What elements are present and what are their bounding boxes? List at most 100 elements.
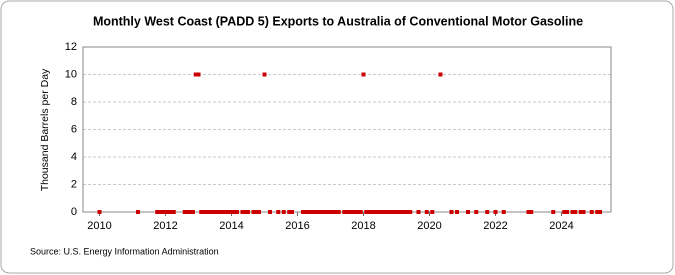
point — [163, 210, 168, 214]
point — [190, 210, 195, 214]
x-tick-label: 2016 — [285, 220, 309, 232]
y-tick-label: 12 — [65, 41, 77, 53]
point — [589, 210, 594, 214]
point — [136, 210, 141, 214]
point — [202, 210, 207, 214]
x-tick-label: 2022 — [483, 220, 507, 232]
point — [207, 210, 212, 214]
point — [391, 210, 396, 214]
point — [287, 210, 292, 214]
point — [325, 210, 330, 214]
point — [317, 210, 322, 214]
y-axis-label: Thousand Barrels per Day — [39, 68, 51, 191]
point — [551, 210, 556, 214]
point — [331, 210, 336, 214]
x-tick-label: 2012 — [153, 220, 177, 232]
point — [375, 210, 380, 214]
point — [193, 72, 198, 77]
point — [416, 210, 421, 214]
point — [229, 210, 234, 214]
plot-border — [82, 46, 612, 213]
point — [405, 210, 410, 214]
point — [157, 210, 162, 214]
point — [199, 210, 204, 214]
point — [97, 210, 102, 214]
point — [223, 210, 228, 214]
point — [380, 210, 385, 214]
point — [529, 210, 534, 214]
y-tick-label: 0 — [71, 206, 77, 218]
point — [449, 210, 454, 214]
point — [383, 210, 388, 214]
point — [347, 210, 352, 214]
point — [388, 210, 393, 214]
point — [232, 210, 237, 214]
point — [485, 210, 490, 214]
point — [408, 210, 413, 214]
point — [573, 210, 578, 214]
point — [367, 210, 372, 214]
point — [166, 210, 171, 214]
point — [345, 210, 349, 214]
point — [358, 210, 363, 214]
point — [276, 210, 281, 214]
point — [196, 72, 201, 77]
point — [526, 210, 531, 214]
x-tick-label: 2020 — [417, 220, 441, 232]
point — [397, 210, 402, 214]
point — [218, 210, 223, 214]
point — [221, 210, 226, 214]
point — [185, 210, 190, 214]
point — [474, 210, 479, 214]
point — [454, 210, 459, 214]
point — [268, 210, 273, 214]
point — [361, 72, 366, 77]
point — [246, 210, 250, 214]
point — [256, 210, 261, 214]
point — [243, 210, 248, 214]
point — [160, 210, 165, 214]
point — [210, 210, 215, 214]
point — [254, 210, 259, 214]
point — [353, 210, 358, 214]
point — [424, 210, 429, 214]
point — [320, 210, 325, 214]
point — [595, 210, 600, 214]
point — [188, 210, 193, 214]
point — [565, 210, 570, 214]
point — [306, 210, 311, 214]
point — [562, 210, 567, 214]
y-tick-label: 4 — [71, 151, 77, 163]
point — [314, 210, 319, 214]
y-tick-label: 6 — [71, 123, 77, 135]
point — [336, 210, 341, 214]
point — [289, 210, 294, 214]
point — [215, 210, 220, 214]
point — [402, 210, 407, 214]
x-tick-label: 2014 — [219, 220, 243, 232]
chart-title: Monthly West Coast (PADD 5) Exports to A… — [93, 14, 583, 28]
point — [235, 210, 240, 214]
point — [438, 72, 443, 77]
point — [182, 210, 187, 214]
y-tick-label: 10 — [65, 68, 77, 80]
point — [355, 210, 360, 214]
point — [281, 210, 286, 214]
point — [400, 210, 405, 214]
point — [350, 210, 355, 214]
point — [581, 210, 586, 214]
x-tick-label: 2024 — [549, 220, 573, 232]
point — [155, 210, 160, 214]
point — [226, 210, 231, 214]
x-tick-label: 2010 — [87, 220, 111, 232]
point — [303, 210, 308, 214]
point — [369, 210, 374, 214]
point — [501, 210, 506, 214]
source: Source: U.S. Energy Information Administ… — [30, 246, 219, 256]
point — [578, 210, 583, 214]
point — [598, 210, 603, 214]
x-tick-label: 2018 — [351, 220, 375, 232]
point — [386, 210, 391, 214]
